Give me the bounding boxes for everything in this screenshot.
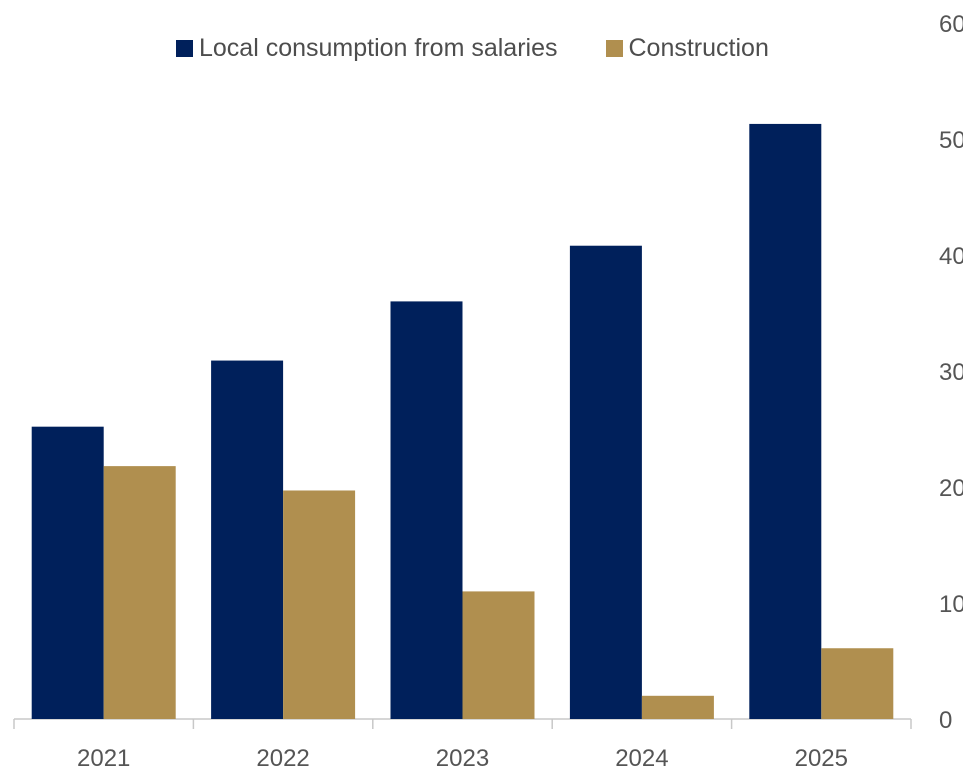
bar-local-consumption-2024 [569, 245, 642, 719]
legend: Local consumption from salaries Construc… [176, 34, 817, 63]
y-tick-label: 20 [939, 475, 963, 502]
legend-swatch-construction [605, 40, 623, 57]
bar-construction-2022 [283, 490, 356, 719]
y-tick-label: 60 [939, 11, 963, 38]
bar-construction-2025 [821, 648, 894, 719]
x-tick-label: 2023 [436, 745, 489, 772]
x-tick-label: 2022 [256, 745, 309, 772]
legend-label-local-consumption: Local consumption from salaries [199, 34, 558, 62]
bar-local-consumption-2023 [390, 301, 463, 719]
y-tick-label: 0 [939, 707, 952, 734]
legend-item-construction: Construction [605, 34, 769, 63]
x-tick-label: 2024 [615, 745, 668, 772]
bar-construction-2021 [103, 466, 176, 719]
legend-swatch-local-consumption [176, 40, 193, 57]
legend-label-construction: Construction [628, 34, 769, 62]
bar-local-consumption-2025 [749, 123, 822, 720]
y-tick-label: 30 [939, 359, 963, 386]
y-tick-label: 10 [939, 591, 963, 618]
x-tick-label: 2025 [795, 745, 848, 772]
y-tick-label: 50 [939, 127, 963, 154]
bar-construction-2023 [462, 591, 535, 719]
x-tick-label: 2021 [77, 745, 130, 772]
bar-local-consumption-2022 [211, 360, 284, 719]
y-tick-label: 40 [939, 243, 963, 270]
bar-local-consumption-2021 [31, 426, 104, 719]
legend-item-local-consumption: Local consumption from salaries [176, 34, 558, 63]
bar-construction-2024 [641, 695, 714, 719]
